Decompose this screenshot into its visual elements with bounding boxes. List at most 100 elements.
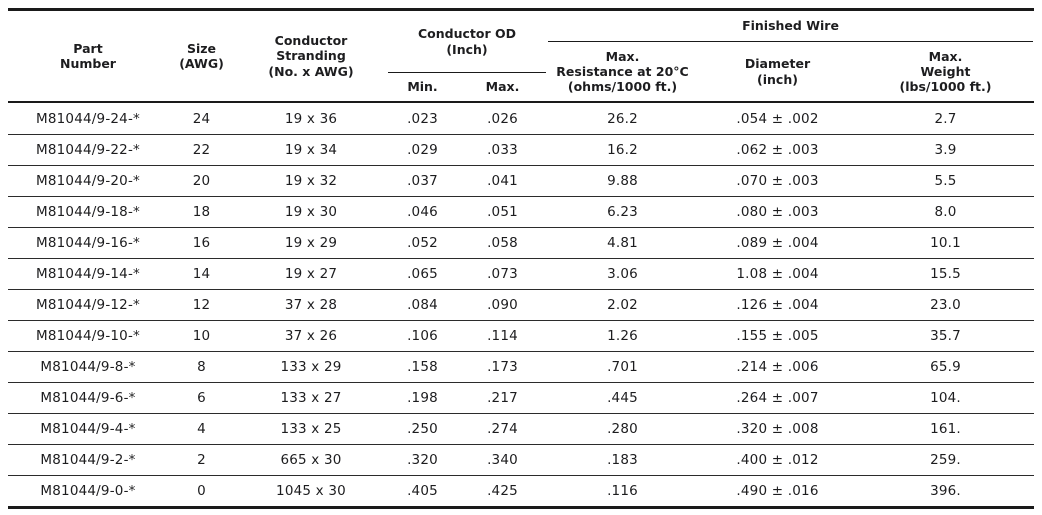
cell-size-awg: 24 — [192, 110, 211, 127]
cell-weight: 23.0 — [930, 297, 961, 313]
cell-diameter: .080 ± .003 — [736, 204, 819, 220]
cell-part-number: M81044/9-22-* — [35, 142, 140, 158]
cell-od-max: .425 — [487, 483, 518, 499]
cell-weight: 104. — [930, 390, 961, 406]
col-group-label-finished-wire: Finished Wire — [548, 11, 1033, 42]
cell-size-awg: 12 — [192, 297, 211, 313]
cell-stranding: 19 x 29 — [284, 235, 338, 251]
cell-resistance: 1.26 — [607, 328, 638, 344]
cell-stranding: 37 x 28 — [284, 297, 338, 313]
cell-resistance: .280 — [607, 421, 638, 437]
cell-part-number: M81044/9-14-* — [35, 266, 140, 282]
table-row: M81044/9-6-* 6 133 x 27 .198 .217 .445 .… — [8, 382, 1034, 413]
table-row: M81044/9-22-* 22 19 x 34 .029 .033 16.2 … — [8, 134, 1034, 165]
cell-diameter: .062 ± .003 — [736, 142, 819, 158]
cell-part-number: M81044/9-12-* — [35, 297, 140, 313]
cell-od-max: .217 — [487, 390, 518, 406]
col-header-od-max: Max. — [485, 79, 520, 95]
col-header-conductor-stranding: Conductor Stranding (No. x AWG) — [268, 33, 354, 79]
col-header-part-number: Part Number — [60, 40, 116, 71]
cell-part-number: M81044/9-24-* — [35, 110, 140, 127]
cell-od-min: .046 — [407, 204, 438, 220]
finished-wire-subheaders: Max. Resistance at 20°C (ohms/1000 ft.) … — [547, 42, 1034, 101]
cell-stranding: 37 x 26 — [284, 328, 338, 344]
cell-resistance: 6.23 — [607, 204, 638, 220]
table-row: M81044/9-0-* 0 1045 x 30 .405 .425 .116 … — [8, 475, 1034, 506]
wire-spec-table: Part Number Size (AWG) Conductor Strandi… — [8, 8, 1034, 509]
cell-weight: 8.0 — [934, 204, 957, 220]
cell-resistance: 3.06 — [607, 266, 638, 282]
cell-od-max: .026 — [487, 110, 518, 127]
cell-stranding: 133 x 25 — [280, 421, 342, 437]
cell-diameter: .054 ± .002 — [736, 110, 819, 127]
table-row: M81044/9-12-* 12 37 x 28 .084 .090 2.02 … — [8, 289, 1034, 320]
cell-size-awg: 2 — [197, 452, 206, 468]
table-row: M81044/9-4-* 4 133 x 25 .250 .274 .280 .… — [8, 413, 1034, 444]
cell-od-min: .023 — [407, 110, 438, 127]
cell-size-awg: 22 — [192, 142, 211, 158]
col-group-conductor-od: Conductor OD (Inch) Min. Max. — [387, 11, 547, 101]
cell-stranding: 19 x 30 — [284, 204, 338, 220]
cell-weight: 3.9 — [934, 142, 957, 158]
table-row: M81044/9-20-* 20 19 x 32 .037 .041 9.88 … — [8, 165, 1034, 196]
table-row: M81044/9-14-* 14 19 x 27 .065 .073 3.06 … — [8, 258, 1034, 289]
cell-resistance: .183 — [607, 452, 638, 468]
cell-od-min: .250 — [407, 421, 438, 437]
cell-od-min: .106 — [407, 328, 438, 344]
table-body: M81044/9-24-* 24 19 x 36 .023 .026 26.2 … — [8, 103, 1034, 506]
cell-weight: 10.1 — [930, 235, 961, 251]
cell-part-number: M81044/9-16-* — [35, 235, 140, 251]
cell-part-number: M81044/9-2-* — [40, 452, 136, 468]
table-row: M81044/9-16-* 16 19 x 29 .052 .058 4.81 … — [8, 227, 1034, 258]
cell-stranding: 133 x 27 — [280, 390, 342, 406]
cell-size-awg: 14 — [192, 266, 211, 282]
cell-resistance: .445 — [607, 390, 638, 406]
col-header-size-awg: Size (AWG) — [179, 40, 224, 71]
cell-od-min: .158 — [407, 359, 438, 375]
cell-stranding: 19 x 27 — [284, 266, 338, 282]
col-group-finished-wire: Finished Wire Max. Resistance at 20°C (o… — [547, 11, 1034, 101]
cell-weight: 35.7 — [930, 328, 961, 344]
table-row: M81044/9-24-* 24 19 x 36 .023 .026 26.2 … — [8, 103, 1034, 134]
cell-weight: 161. — [930, 421, 961, 437]
cell-diameter: .126 ± .004 — [736, 297, 819, 313]
table-row: M81044/9-10-* 10 37 x 26 .106 .114 1.26 … — [8, 320, 1034, 351]
cell-od-max: .114 — [487, 328, 518, 344]
cell-od-min: .037 — [407, 173, 438, 189]
cell-od-max: .051 — [487, 204, 518, 220]
cell-part-number: M81044/9-20-* — [35, 173, 140, 189]
table-header: Part Number Size (AWG) Conductor Strandi… — [8, 11, 1034, 103]
cell-diameter: .089 ± .004 — [736, 235, 819, 251]
cell-od-min: .084 — [407, 297, 438, 313]
cell-od-min: .052 — [407, 235, 438, 251]
cell-resistance: .701 — [607, 359, 638, 375]
cell-resistance: 16.2 — [607, 142, 638, 158]
cell-weight: 5.5 — [934, 173, 957, 189]
cell-weight: 259. — [930, 452, 961, 468]
cell-stranding: 19 x 32 — [284, 173, 338, 189]
cell-diameter: .264 ± .007 — [736, 390, 819, 406]
col-header-max-resistance: Max. Resistance at 20°C (ohms/1000 ft.) — [556, 48, 689, 95]
cell-od-max: .073 — [487, 266, 518, 282]
cell-resistance: 4.81 — [607, 235, 638, 251]
cell-od-min: .198 — [407, 390, 438, 406]
cell-od-min: .320 — [407, 452, 438, 468]
cell-od-max: .274 — [487, 421, 518, 437]
cell-size-awg: 0 — [197, 483, 206, 499]
cell-size-awg: 6 — [197, 390, 206, 406]
cell-part-number: M81044/9-18-* — [35, 204, 140, 220]
cell-part-number: M81044/9-4-* — [40, 421, 136, 437]
cell-size-awg: 8 — [197, 359, 206, 375]
cell-diameter: .400 ± .012 — [736, 452, 819, 468]
cell-weight: 15.5 — [930, 266, 961, 282]
cell-od-min: .065 — [407, 266, 438, 282]
cell-size-awg: 16 — [192, 235, 211, 251]
cell-od-min: .405 — [407, 483, 438, 499]
cell-od-max: .041 — [487, 173, 518, 189]
cell-part-number: M81044/9-10-* — [35, 328, 140, 344]
cell-size-awg: 20 — [192, 173, 211, 189]
cell-part-number: M81044/9-8-* — [40, 359, 136, 375]
cell-od-max: .058 — [487, 235, 518, 251]
cell-stranding: 1045 x 30 — [276, 483, 346, 499]
cell-size-awg: 10 — [192, 328, 211, 344]
